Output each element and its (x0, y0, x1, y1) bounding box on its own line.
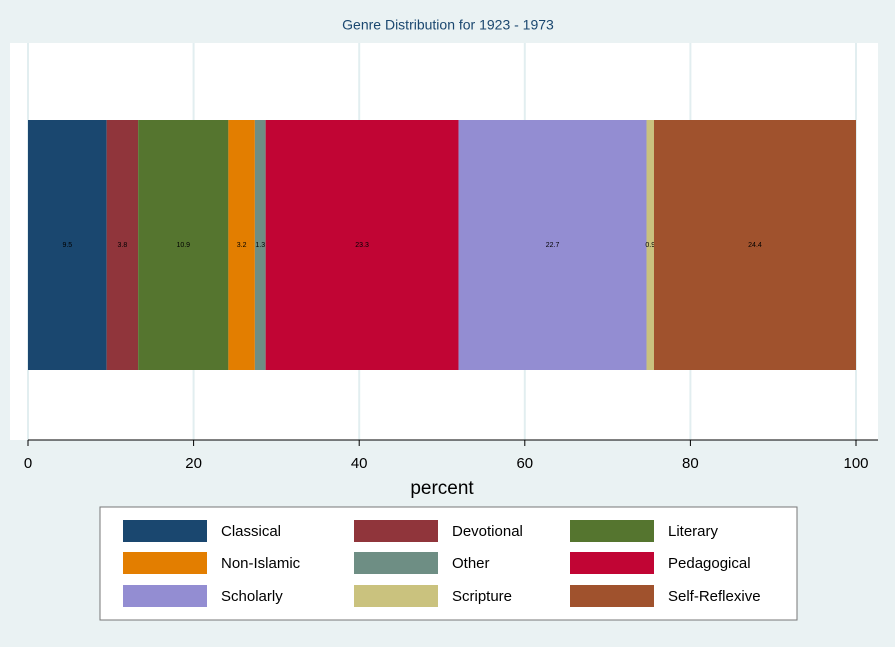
chart-title: Genre Distribution for 1923 - 1973 (342, 17, 554, 33)
legend-swatch (570, 585, 654, 607)
data-label: 10.9 (176, 242, 190, 249)
bar-segment (653, 120, 856, 370)
bar-segment (458, 120, 647, 370)
legend-label: Scripture (452, 588, 512, 605)
x-tick-label: 40 (351, 455, 368, 472)
legend-swatch (570, 552, 654, 574)
x-tick-label: 0 (24, 455, 32, 472)
legend-swatch (123, 552, 207, 574)
data-label: 22.7 (546, 242, 560, 249)
data-label: 9.5 (62, 242, 72, 249)
data-label: 3.2 (237, 242, 247, 249)
legend-label: Scholarly (221, 588, 283, 605)
x-tick-label: 20 (185, 455, 202, 472)
bar-segment (265, 120, 459, 370)
bar-segment (138, 120, 229, 370)
x-axis-label: percent (410, 478, 474, 499)
x-tick-label: 80 (682, 455, 699, 472)
legend-label: Classical (221, 523, 281, 540)
data-label: 0.9 (645, 242, 655, 249)
data-label: 3.8 (118, 242, 128, 249)
legend-swatch (354, 520, 438, 542)
legend-swatch (123, 585, 207, 607)
data-label: 24.4 (748, 242, 762, 249)
legend-swatch (354, 585, 438, 607)
bar-segment (228, 120, 255, 370)
x-tick-label: 100 (843, 455, 868, 472)
legend-swatch (123, 520, 207, 542)
legend-label: Devotional (452, 523, 523, 540)
bar-segment (254, 120, 266, 370)
legend-label: Pedagogical (668, 555, 751, 572)
legend-label: Other (452, 555, 490, 572)
legend-swatch (570, 520, 654, 542)
legend-label: Non-Islamic (221, 555, 301, 572)
legend-swatch (354, 552, 438, 574)
legend-label: Self-Reflexive (668, 588, 761, 605)
data-label: 23.3 (355, 242, 369, 249)
bar-segment (646, 120, 654, 370)
bar-segment (106, 120, 139, 370)
x-tick-label: 60 (516, 455, 533, 472)
legend-label: Literary (668, 523, 719, 540)
bar-segment (28, 120, 107, 370)
legend-box (99, 506, 798, 621)
data-label: 1.3 (255, 242, 265, 249)
